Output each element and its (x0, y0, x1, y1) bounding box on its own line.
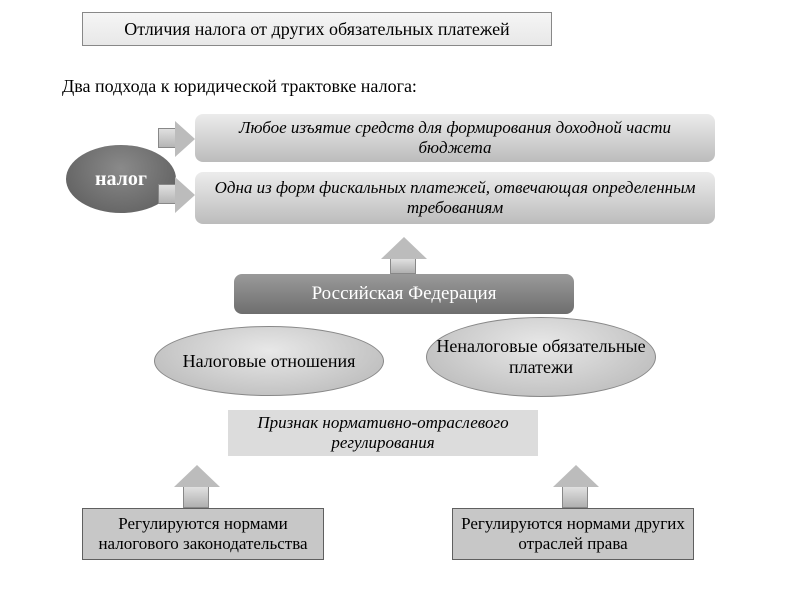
subtitle-text: Два подхода к юридической трактовке нало… (62, 76, 417, 96)
diagram-subtitle: Два подхода к юридической трактовке нало… (62, 76, 417, 97)
ell-right-text: Неналоговые обязательные платежи (427, 336, 655, 377)
criterion-box: Признак нормативно-отраслевого регулиров… (228, 410, 538, 456)
def2-text: Одна из форм фискальных платежей, отвеча… (205, 178, 705, 218)
definition-2: Одна из форм фискальных платежей, отвеча… (195, 172, 715, 224)
rect-right-text: Регулируются нормами других отраслей пра… (453, 514, 693, 553)
ell-left-text: Налоговые отношения (183, 351, 356, 372)
rf-text: Российская Федерация (312, 283, 497, 305)
arrow-tax-to-def1 (158, 128, 176, 148)
diagram-title: Отличия налога от других обязательных пл… (82, 12, 552, 46)
arrow-rf-up (390, 258, 416, 274)
arrow-left-up (183, 486, 209, 508)
rect-tax-law: Регулируются нормами налогового законода… (82, 508, 324, 560)
title-text: Отличия налога от других обязательных пл… (124, 19, 509, 40)
ellipse-other-payments: Неналоговые обязательные платежи (426, 317, 656, 397)
arrow-right-up (562, 486, 588, 508)
definition-1: Любое изъятие средств для формирования д… (195, 114, 715, 162)
midbox-text: Признак нормативно-отраслевого регулиров… (228, 413, 538, 452)
rect-other-law: Регулируются нормами других отраслей пра… (452, 508, 694, 560)
ellipse-tax-relations: Налоговые отношения (154, 326, 384, 396)
arrow-tax-to-def2 (158, 184, 176, 204)
tax-label: налог (95, 168, 147, 191)
rect-left-text: Регулируются нормами налогового законода… (83, 514, 323, 553)
rf-box: Российская Федерация (234, 274, 574, 314)
def1-text: Любое изъятие средств для формирования д… (205, 118, 705, 158)
